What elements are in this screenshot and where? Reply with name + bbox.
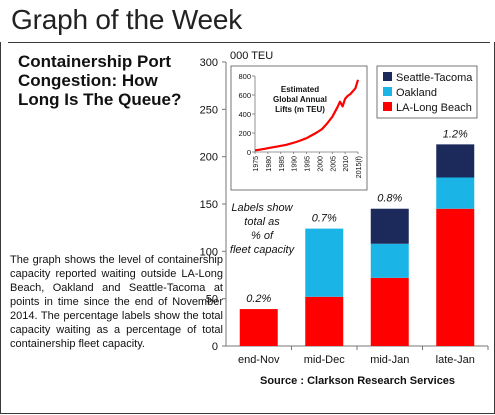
data-label: 0.2%	[246, 293, 271, 305]
y-unit-label: 000 TEU	[230, 50, 273, 62]
bar-segment	[436, 208, 475, 346]
x-tick-label: end-Nov	[238, 354, 280, 366]
data-label: 1.2%	[443, 128, 468, 140]
legend-label: LA-Long Beach	[396, 102, 472, 114]
y-tick-label: 250	[200, 104, 218, 116]
x-tick-label: late-Jan	[436, 354, 475, 366]
inset-x-tick-label: 1995	[305, 156, 312, 172]
page-title: Graph of the Week	[11, 4, 243, 35]
inset-x-tick-label: 1980	[266, 156, 273, 172]
inset-x-tick-label: 1990	[292, 156, 299, 172]
frame-left-border	[0, 42, 1, 414]
inset-y-tick-label: 800	[238, 72, 251, 81]
bar-segment	[370, 243, 409, 278]
inset-x-tick-label: 2015(f)	[356, 156, 363, 178]
data-label: 0.8%	[377, 193, 402, 205]
inset-frame	[230, 65, 368, 191]
legend-box	[376, 65, 478, 119]
inset-y-tick-label: 600	[238, 91, 251, 100]
y-tick-label: 0	[212, 341, 218, 353]
x-tick-label: mid-Dec	[304, 354, 345, 366]
data-label: 0.7%	[312, 213, 337, 225]
inset-y-tick-label: 400	[238, 110, 251, 119]
chart-description: The graph shows the level of containersh…	[10, 254, 223, 350]
bar-segment	[436, 177, 475, 209]
inset-series-line	[254, 79, 360, 152]
annotation: Labels show total as% of fleet capacity	[230, 202, 296, 256]
bar-segment	[239, 309, 278, 346]
inset-x-tick-label: 2000	[317, 156, 324, 172]
legend-swatch	[383, 87, 392, 96]
y-tick-label: 50	[206, 294, 218, 306]
inset-x-tick-label: 1975	[253, 156, 260, 172]
source-credit: Source : Clarkson Research Services	[260, 375, 456, 387]
bar-segment	[305, 228, 344, 297]
chart-title: Containership Port Congestion: How Long …	[18, 52, 182, 109]
y-tick-label: 200	[200, 152, 218, 164]
inset-y-tick-label: 200	[238, 129, 251, 138]
y-tick-label: 100	[200, 246, 218, 258]
legend-swatch	[383, 102, 392, 111]
header-divider	[8, 42, 490, 43]
legend-label: Oakland	[396, 87, 437, 99]
y-tick-label: 300	[200, 57, 218, 69]
inset-x-tick-label: 2005	[330, 156, 337, 172]
inset-x-tick-label: 2010	[343, 156, 350, 172]
y-tick-label: 150	[200, 199, 218, 211]
inset-x-tick-label: 1985	[279, 156, 286, 172]
legend-label: Seattle-Tacoma	[396, 72, 473, 84]
bar-segment	[370, 208, 409, 244]
inset-y-tick-label: 0	[247, 148, 251, 157]
legend-swatch	[383, 72, 392, 81]
frame-bottom-border	[0, 413, 495, 414]
bar-segment	[436, 144, 475, 178]
bar-segment	[305, 296, 344, 346]
bar-segment	[370, 277, 409, 346]
inset-title: Estimated Global Annual Lifts (m TEU)	[273, 85, 327, 114]
x-tick-label: mid-Jan	[370, 354, 409, 366]
